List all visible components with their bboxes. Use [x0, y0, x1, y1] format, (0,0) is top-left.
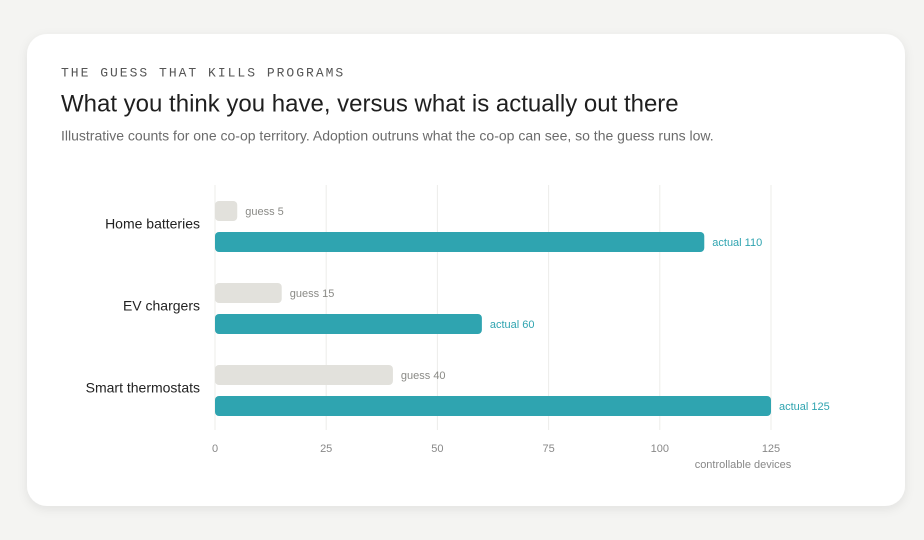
value-label: actual 125: [779, 401, 830, 413]
bar: [215, 365, 393, 385]
value-label: actual 110: [712, 237, 762, 249]
x-tick-label: 0: [212, 443, 218, 455]
bar: [215, 283, 282, 303]
value-label: guess 5: [245, 206, 284, 218]
bar: [215, 314, 482, 334]
value-label: actual 60: [490, 319, 535, 331]
chart-title: What you think you have, versus what is …: [61, 90, 679, 117]
x-axis-label: controllable devices: [695, 459, 792, 471]
subtitle: Illustrative counts for one co-op territ…: [61, 128, 714, 144]
category-label: EV chargers: [123, 298, 200, 314]
x-tick-label: 125: [762, 443, 780, 455]
value-label: guess 15: [290, 288, 335, 300]
value-label: guess 40: [401, 370, 446, 382]
x-tick-label: 25: [320, 443, 332, 455]
bar: [215, 201, 238, 221]
x-tick-label: 100: [651, 443, 669, 455]
category-label: Smart thermostats: [86, 380, 200, 396]
bar: [215, 396, 771, 416]
bar: [215, 232, 705, 252]
category-label: Home batteries: [105, 216, 200, 232]
x-tick-label: 50: [431, 443, 443, 455]
card: [27, 34, 905, 506]
x-tick-label: 75: [542, 443, 554, 455]
eyebrow: THE GUESS THAT KILLS PROGRAMS: [61, 65, 345, 80]
